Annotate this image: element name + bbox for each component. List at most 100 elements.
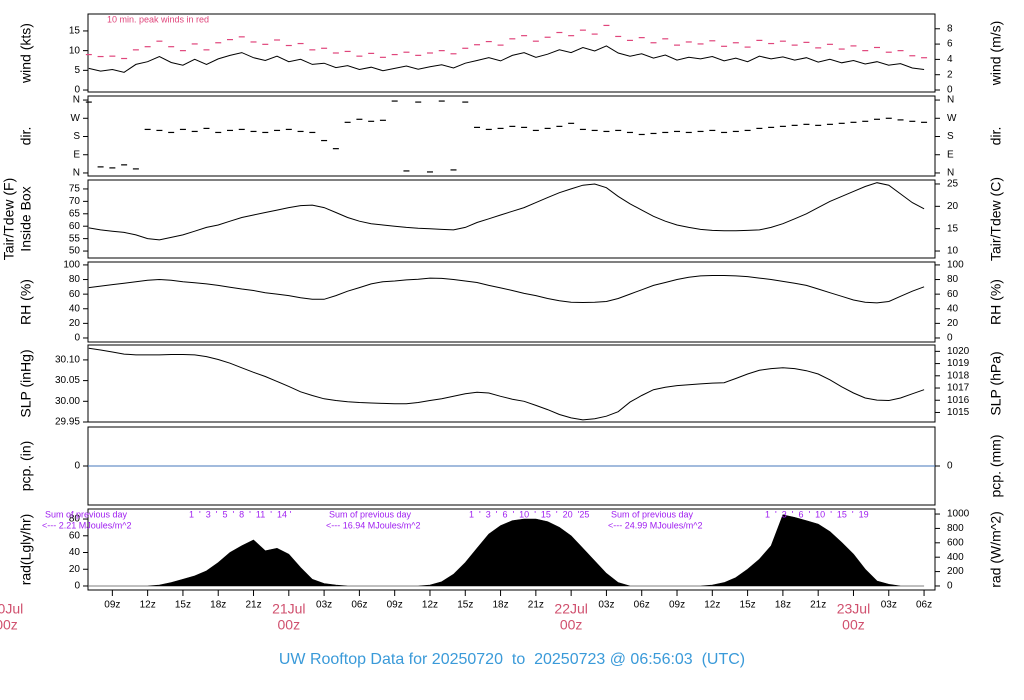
x-tick-label: 12z bbox=[704, 600, 720, 611]
panel-frame bbox=[87, 261, 936, 343]
x-date-label: 22Jul bbox=[554, 601, 587, 617]
x-tick-label: 06z bbox=[351, 600, 367, 611]
y-tick-label: 30.00 bbox=[55, 396, 80, 407]
x-date-label: 20Jul bbox=[0, 601, 23, 617]
y-tick-label: 70 bbox=[69, 196, 81, 207]
y-tick-label: 65 bbox=[69, 208, 81, 219]
daily-sum-note: Sum of previous day bbox=[329, 509, 412, 519]
y2-tick-label: E bbox=[947, 149, 954, 160]
y-axis-label: Tair/Tdew (F) bbox=[1, 178, 17, 260]
daily-sum-note: <--- 24.99 MJoules/m^2 bbox=[608, 520, 703, 530]
y2-tick-label: 1018 bbox=[947, 370, 970, 381]
y-tick-label: 0 bbox=[74, 85, 80, 96]
y-tick-label: 10 bbox=[69, 45, 81, 56]
y-tick-label: 30.10 bbox=[55, 355, 80, 366]
y-tick-label: 20 bbox=[69, 564, 81, 575]
y2-tick-label: 15 bbox=[947, 223, 959, 234]
y2-axis-label: RH (%) bbox=[988, 279, 1004, 325]
x-tick-label: 06z bbox=[916, 600, 932, 611]
panel-frame bbox=[87, 344, 936, 423]
y2-tick-label: 1000 bbox=[947, 509, 970, 520]
x-tick-label: 09z bbox=[669, 600, 685, 611]
y-axis-label: SLP (inHg) bbox=[18, 349, 34, 417]
y-tick-label: E bbox=[73, 149, 80, 160]
y2-tick-label: 20 bbox=[947, 201, 959, 212]
x-tick-label: 12z bbox=[140, 600, 156, 611]
y-axis-label: pcp. (in) bbox=[18, 441, 34, 492]
hour-marks: 1 ' 3 ' 6 ' 10 ' 15 ' 20 '25 bbox=[469, 509, 589, 519]
y2-axis-label: dir. bbox=[988, 127, 1004, 146]
y-tick-label: 30.05 bbox=[55, 375, 80, 386]
hour-marks: 1 ' 3 ' 5 ' 8 ' 11 ' 14 ' bbox=[189, 509, 291, 519]
y-tick-label: 20 bbox=[69, 318, 81, 329]
y-axis-label: RH (%) bbox=[18, 279, 34, 325]
y2-tick-label: 80 bbox=[947, 274, 959, 285]
x-tick-label: 18z bbox=[210, 600, 226, 611]
y2-tick-label: 40 bbox=[947, 303, 959, 314]
y2-axis-label: Tair/Tdew (C) bbox=[988, 177, 1004, 261]
y-tick-label: 0 bbox=[74, 333, 80, 344]
daily-sum-note: Sum of previous day bbox=[45, 509, 128, 519]
x-tick-label: 21z bbox=[528, 600, 544, 611]
x-tick-label: 21z bbox=[245, 600, 261, 611]
y-tick-label: 60 bbox=[69, 221, 81, 232]
x-date-label: 23Jul bbox=[837, 601, 870, 617]
x-tick-label: 15z bbox=[175, 600, 191, 611]
y2-tick-label: 1017 bbox=[947, 383, 970, 394]
x-tick-label: 03z bbox=[598, 600, 614, 611]
y-axis-note: Inside Box bbox=[18, 186, 34, 251]
y2-axis-label: rad (W/m^2) bbox=[988, 511, 1004, 588]
y2-tick-label: 8 bbox=[947, 23, 953, 34]
y-tick-label: 5 bbox=[74, 65, 80, 76]
y2-tick-label: 1016 bbox=[947, 395, 970, 406]
hour-marks: 1 ' 3 ' 6 ' 10 ' 15 ' 19 bbox=[765, 509, 869, 519]
x-tick-label: 06z bbox=[634, 600, 650, 611]
y2-tick-label: 10 bbox=[947, 246, 959, 257]
series-line bbox=[88, 275, 925, 304]
y-tick-label: 0 bbox=[74, 461, 80, 472]
y-axis-label: wind (kts) bbox=[18, 23, 34, 84]
panel-frame bbox=[87, 95, 936, 177]
y-tick-label: 80 bbox=[69, 514, 81, 525]
y-tick-label: 60 bbox=[69, 530, 81, 541]
daily-sum-note: <--- 2.21 MJoules/m^2 bbox=[42, 520, 132, 530]
radiation-area bbox=[88, 514, 925, 587]
x-tick-label: 15z bbox=[740, 600, 756, 611]
y2-tick-label: S bbox=[947, 131, 954, 142]
y2-tick-label: 20 bbox=[947, 318, 959, 329]
y-tick-label: 75 bbox=[69, 184, 81, 195]
panel-frame bbox=[87, 179, 936, 259]
daily-sum-note: Sum of previous day bbox=[611, 509, 694, 519]
y2-tick-label: 800 bbox=[947, 523, 964, 534]
y-axis-label: rad(Lgly/hr) bbox=[18, 514, 34, 586]
x-tick-label: 03z bbox=[881, 600, 897, 611]
x-day-time-label: 00z bbox=[278, 617, 301, 633]
y2-tick-label: 1019 bbox=[947, 358, 970, 369]
y-tick-label: N bbox=[73, 168, 80, 179]
y2-tick-label: 0 bbox=[947, 333, 953, 344]
y-tick-label: 15 bbox=[69, 26, 81, 37]
x-tick-label: 03z bbox=[316, 600, 332, 611]
y2-tick-label: 200 bbox=[947, 566, 964, 577]
x-tick-label: 18z bbox=[492, 600, 508, 611]
y2-axis-label: pcp. (mm) bbox=[988, 435, 1004, 498]
y-tick-label: 29.95 bbox=[55, 417, 80, 428]
y2-axis-label: wind (m/s) bbox=[988, 21, 1004, 87]
x-tick-label: 15z bbox=[457, 600, 473, 611]
y2-tick-label: 25 bbox=[947, 179, 959, 190]
x-day-time-label: 00z bbox=[560, 617, 583, 633]
x-date-label: 21Jul bbox=[272, 601, 305, 617]
y-tick-label: S bbox=[73, 131, 80, 142]
y-tick-label: 80 bbox=[69, 274, 81, 285]
y-tick-label: 50 bbox=[69, 246, 81, 257]
panel-frame bbox=[87, 508, 936, 591]
daily-sum-note: <--- 16.94 MJoules/m^2 bbox=[326, 520, 421, 530]
x-day-time-label: 00z bbox=[0, 617, 18, 633]
x-tick-label: 12z bbox=[422, 600, 438, 611]
panel-frame bbox=[87, 13, 936, 93]
series-line bbox=[88, 347, 925, 421]
y-tick-label: W bbox=[71, 113, 81, 124]
y2-tick-label: 6 bbox=[947, 39, 953, 50]
chart-title: UW Rooftop Data for 20250720 to 20250723… bbox=[279, 651, 745, 668]
